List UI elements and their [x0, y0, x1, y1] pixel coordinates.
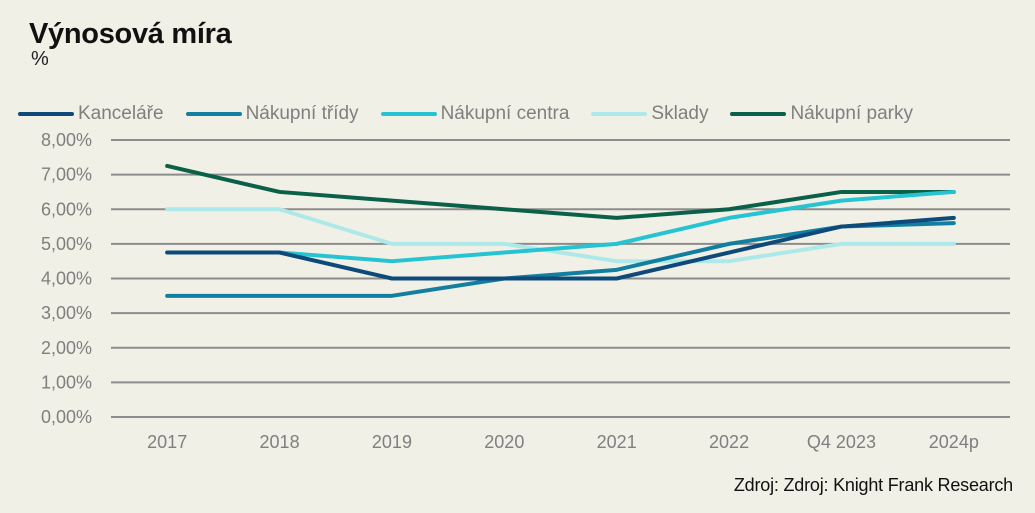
y-tick-label: 6,00%	[41, 199, 92, 219]
legend-swatch	[380, 112, 437, 116]
y-tick-label: 7,00%	[41, 165, 92, 185]
source-note: Zdroj: Zdroj: Knight Frank Research	[733, 475, 1013, 495]
legend-swatch	[730, 112, 787, 116]
legend-label: Kanceláře	[78, 103, 164, 124]
series-line-nakupni-centra	[165, 189, 956, 264]
y-tick-label: 8,00%	[41, 130, 92, 150]
legend-label: Nákupní třídy	[245, 103, 359, 124]
gridlines	[111, 139, 1010, 418]
legend-label: Sklady	[651, 103, 709, 124]
legend-label: Nákupní centra	[440, 103, 570, 124]
y-tick-label: 5,00%	[41, 234, 92, 254]
legend-label: Nákupní parky	[790, 103, 913, 124]
legend-swatch	[185, 112, 242, 116]
x-tick-label: Q4 2023	[807, 432, 876, 452]
legend-swatch	[591, 112, 648, 116]
y-tick-label: 2,00%	[41, 338, 92, 358]
legend-item-nakupni-parky: Nákupní parky	[730, 103, 913, 125]
y-tick-label: 4,00%	[41, 269, 92, 289]
x-tick-label: 2019	[372, 432, 412, 452]
legend-swatch	[18, 112, 74, 116]
y-tick-label: 0,00%	[41, 407, 92, 427]
x-tick-label: 2024p	[929, 432, 979, 452]
series-line-nakupni-parky	[165, 163, 956, 220]
x-tick-label: 2018	[260, 432, 300, 452]
series-lines	[165, 163, 956, 298]
y-tick-label: 3,00%	[41, 303, 92, 323]
x-tick-label: 2020	[484, 432, 524, 452]
chart-title: Výnosová míra	[29, 18, 232, 50]
legend-item-kancelare: Kanceláře	[18, 103, 164, 125]
y-tick-label: 1,00%	[41, 372, 92, 392]
series-line-nakupni-tridy	[165, 221, 956, 298]
chart-legend: Kanceláře Nákupní třídy Nákupní centra S…	[18, 103, 935, 125]
chart-unit: %	[31, 48, 49, 70]
x-tick-label: 2021	[597, 432, 637, 452]
x-tick-label: 2022	[709, 432, 749, 452]
y-axis-ticks: 0,00% 1,00% 2,00% 3,00% 4,00% 5,00% 6,00% 7,00%…	[41, 130, 92, 427]
x-tick-label: 2017	[147, 432, 187, 452]
series-line-sklady	[165, 207, 956, 264]
x-axis-ticks: 2017 2018 2019 2020 2021 2022 Q4 2023 2024p	[147, 432, 979, 452]
legend-item-nakupni-tridy: Nákupní třídy	[185, 103, 359, 125]
legend-item-nakupni-centra: Nákupní centra	[380, 103, 570, 125]
series-line-kancelare	[165, 215, 956, 281]
legend-item-sklady: Sklady	[591, 103, 708, 125]
